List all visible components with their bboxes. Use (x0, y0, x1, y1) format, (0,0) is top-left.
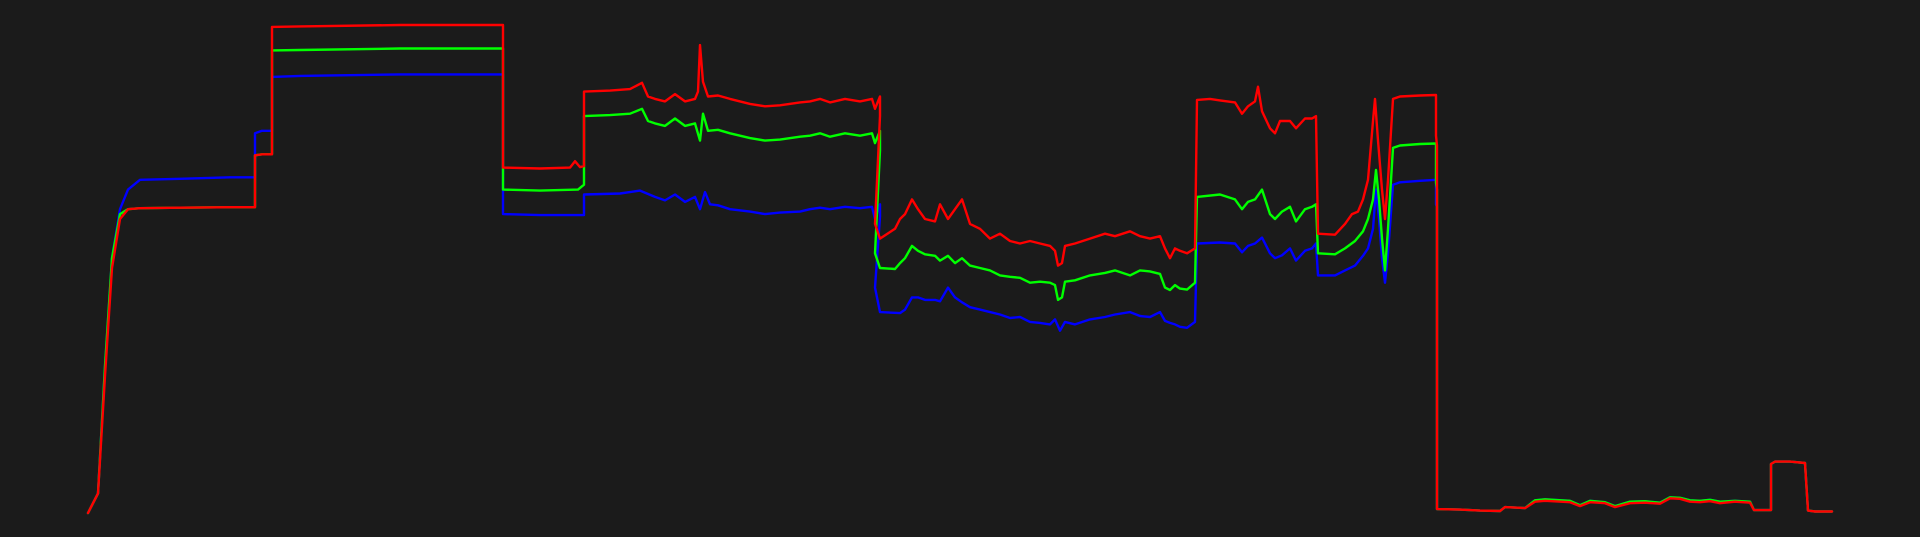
series-line-3 (86, 23, 1834, 515)
series-line-1 (86, 73, 1834, 515)
series-line-2 (86, 47, 1834, 515)
series-layer (86, 23, 1834, 515)
